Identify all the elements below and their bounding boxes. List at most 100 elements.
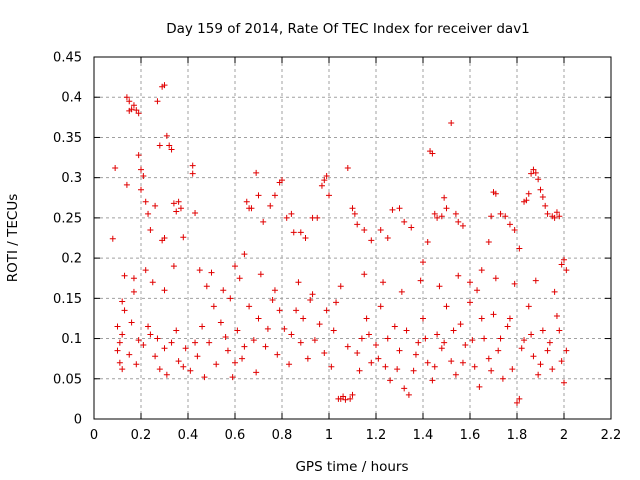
data-point bbox=[368, 359, 375, 366]
data-point bbox=[255, 192, 262, 199]
data-point bbox=[394, 366, 401, 373]
y-axis-label: ROTI / TECUs bbox=[5, 194, 21, 282]
data-point bbox=[535, 176, 542, 183]
data-point bbox=[297, 339, 304, 346]
data-point bbox=[412, 351, 419, 358]
data-point bbox=[499, 375, 506, 382]
data-point bbox=[243, 198, 250, 205]
data-point bbox=[138, 186, 144, 193]
data-point bbox=[452, 371, 459, 378]
data-point bbox=[161, 345, 168, 352]
data-point bbox=[135, 152, 142, 159]
y-tick-label: 0 bbox=[74, 413, 82, 428]
data-point bbox=[246, 303, 253, 310]
data-point bbox=[147, 331, 154, 338]
data-point bbox=[511, 226, 518, 233]
x-tick-label: 1.4 bbox=[413, 428, 434, 443]
data-point bbox=[558, 358, 565, 365]
data-point bbox=[546, 339, 553, 346]
data-point bbox=[349, 205, 356, 212]
data-point bbox=[490, 311, 497, 318]
data-point bbox=[232, 263, 238, 270]
data-point bbox=[391, 323, 398, 330]
data-point bbox=[509, 366, 516, 373]
data-point bbox=[227, 295, 234, 302]
data-point bbox=[253, 369, 260, 376]
data-point bbox=[401, 218, 408, 225]
x-tick-label: 0.4 bbox=[178, 428, 199, 443]
data-point bbox=[307, 296, 314, 303]
data-point bbox=[175, 198, 182, 205]
data-point bbox=[532, 169, 539, 176]
data-point bbox=[420, 315, 426, 322]
data-point bbox=[485, 355, 492, 362]
data-point bbox=[241, 251, 248, 258]
data-point bbox=[321, 350, 328, 357]
data-point bbox=[316, 321, 323, 328]
data-point bbox=[187, 367, 194, 374]
grid-lines bbox=[94, 57, 611, 419]
data-point bbox=[485, 239, 492, 246]
data-point bbox=[455, 218, 462, 225]
data-point bbox=[288, 331, 295, 338]
data-point bbox=[206, 339, 213, 346]
data-point bbox=[518, 345, 525, 352]
data-point bbox=[438, 213, 445, 220]
data-point bbox=[149, 279, 156, 286]
data-point bbox=[255, 315, 262, 322]
data-point bbox=[213, 361, 220, 368]
data-point bbox=[192, 339, 199, 346]
data-point bbox=[295, 279, 302, 286]
data-point bbox=[116, 359, 123, 366]
data-point bbox=[551, 214, 558, 221]
data-point bbox=[401, 385, 408, 392]
data-point bbox=[170, 263, 177, 270]
data-point bbox=[347, 395, 354, 402]
y-tick-label: 0.35 bbox=[53, 131, 82, 146]
data-point bbox=[173, 208, 180, 215]
data-point bbox=[354, 350, 361, 357]
data-point bbox=[130, 288, 137, 295]
data-point bbox=[109, 235, 116, 242]
data-point bbox=[138, 166, 144, 173]
data-point bbox=[224, 347, 231, 354]
data-point bbox=[365, 331, 372, 338]
data-point bbox=[142, 267, 149, 274]
data-point bbox=[311, 337, 318, 344]
data-point bbox=[163, 132, 170, 139]
data-point bbox=[539, 193, 546, 200]
data-point bbox=[511, 280, 518, 287]
data-point bbox=[133, 107, 140, 114]
data-point bbox=[469, 337, 476, 344]
x-tick-label: 1.8 bbox=[507, 428, 528, 443]
chart-title: Day 159 of 2014, Rate Of TEC Index for r… bbox=[166, 21, 530, 37]
data-point bbox=[217, 319, 224, 326]
data-point bbox=[119, 331, 126, 338]
data-point bbox=[532, 277, 539, 284]
data-point bbox=[288, 210, 295, 217]
y-tick-label: 0.4 bbox=[61, 91, 82, 106]
data-point bbox=[264, 325, 271, 332]
data-point bbox=[431, 210, 438, 217]
data-point bbox=[260, 218, 267, 225]
data-point bbox=[253, 169, 260, 176]
data-point bbox=[525, 190, 532, 197]
data-point bbox=[318, 182, 325, 189]
data-point bbox=[166, 142, 173, 149]
data-point bbox=[201, 374, 208, 381]
data-point bbox=[459, 359, 466, 366]
data-point bbox=[152, 202, 159, 209]
data-point bbox=[156, 142, 163, 149]
data-point bbox=[271, 287, 278, 294]
data-point bbox=[309, 291, 316, 298]
data-point bbox=[405, 391, 412, 398]
data-point bbox=[384, 235, 391, 241]
data-point bbox=[563, 347, 570, 354]
data-point bbox=[192, 210, 199, 217]
data-point bbox=[173, 327, 180, 334]
y-tick-label: 0.05 bbox=[53, 372, 82, 387]
data-points bbox=[109, 82, 570, 406]
data-point bbox=[236, 275, 243, 282]
x-tick-label: 0.8 bbox=[272, 428, 293, 443]
data-point bbox=[389, 206, 396, 213]
